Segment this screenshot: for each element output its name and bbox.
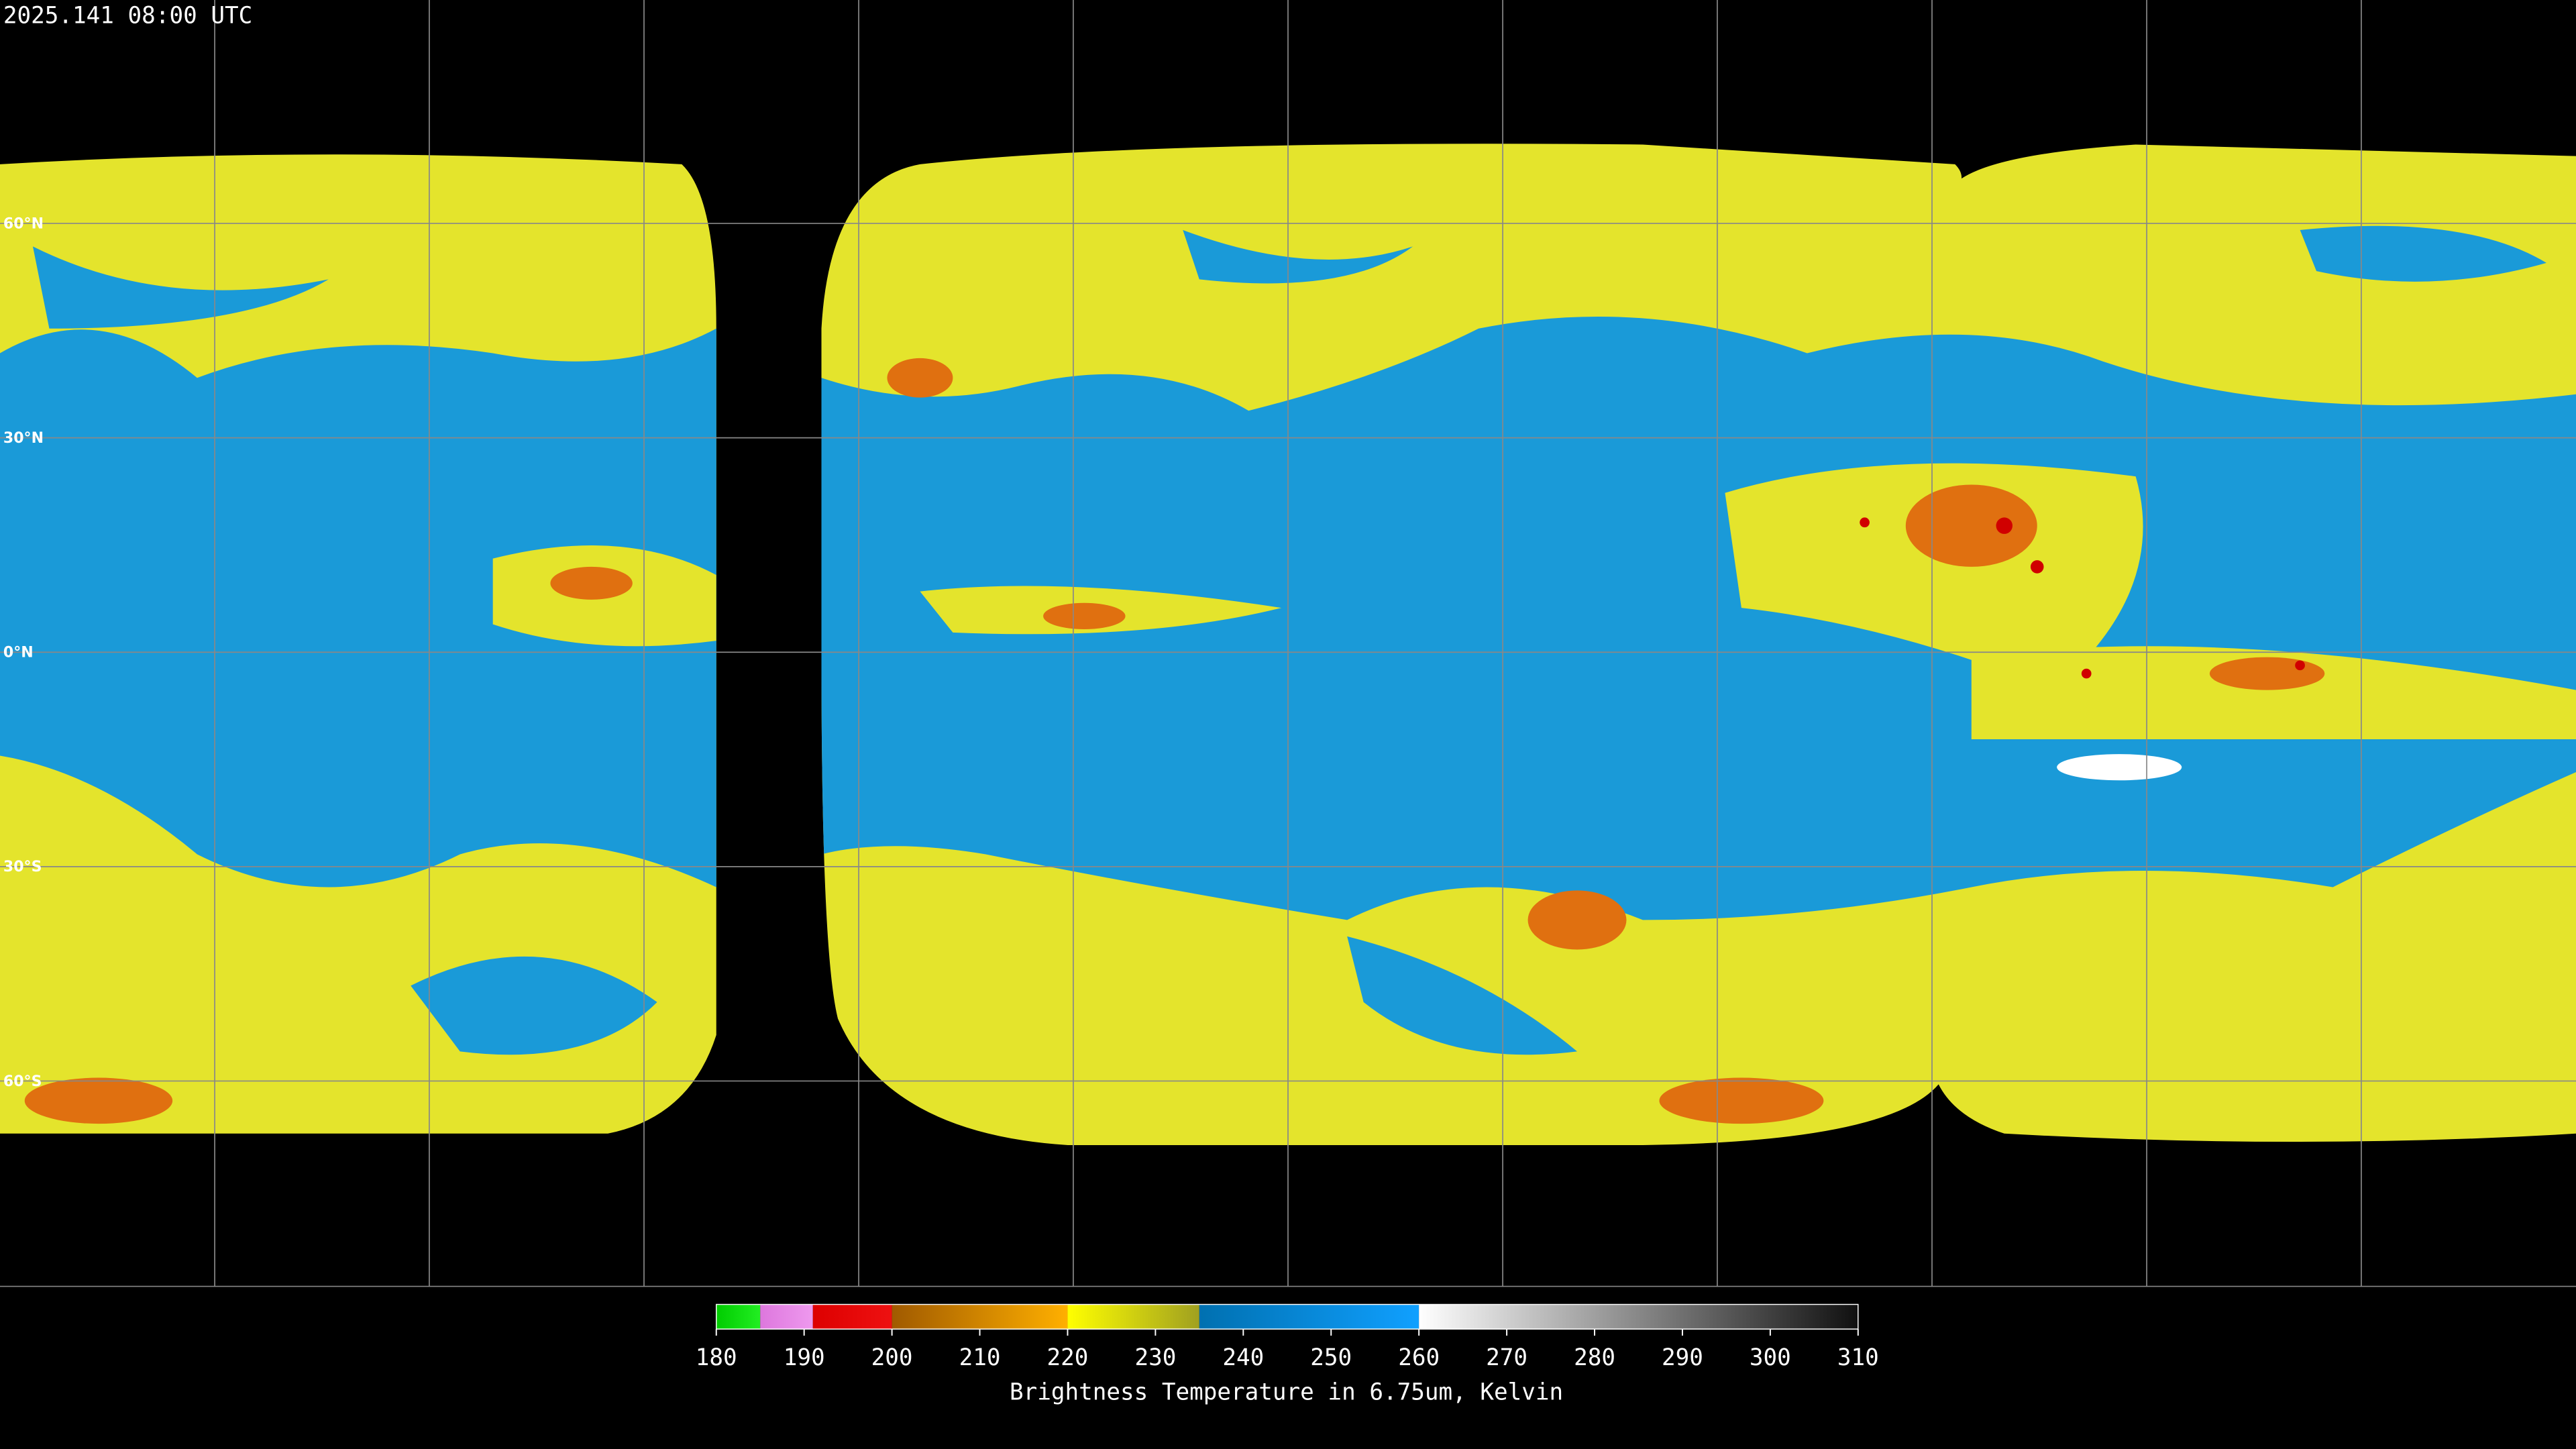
colorbar-tick-label: 190 (784, 1344, 825, 1371)
colorbar-tick-label: 300 (1750, 1344, 1791, 1371)
colorbar-tick-label: 210 (959, 1344, 1001, 1371)
longitude-grid (0, 0, 2576, 1287)
timestamp: 2025.141 08:00 UTC (3, 2, 252, 29)
colorbar: 180 190 200 210 220 230 240 250 260 270 280 290 300 3… (696, 1303, 1879, 1371)
latitude-label: 60°N (3, 215, 44, 232)
colorbar-segment (716, 1304, 761, 1330)
colorbar-tick-label: 250 (1310, 1344, 1352, 1371)
colorbar-frame (716, 1303, 1859, 1330)
colorbar-tick-label: 310 (1837, 1344, 1879, 1371)
colorbar-tick-label: 200 (871, 1344, 913, 1371)
colorbar-tick-label: 230 (1134, 1344, 1176, 1371)
colorbar-tick-label: 260 (1398, 1344, 1440, 1371)
colorbar-segment (1199, 1304, 1419, 1330)
latitude-label: 60°S (3, 1073, 42, 1090)
colorbar-title: Brightness Temperature in 6.75um, Kelvin (1010, 1379, 1563, 1406)
colorbar-tick-label: 280 (1574, 1344, 1615, 1371)
colorbar-segment (1067, 1304, 1199, 1330)
latitude-label: 30°S (3, 859, 42, 875)
colorbar-tick-label: 270 (1486, 1344, 1527, 1371)
latitude-label: 0°N (3, 645, 34, 661)
colorbar-tick-label: 290 (1662, 1344, 1703, 1371)
colorbar-tick-label: 220 (1047, 1344, 1089, 1371)
colorbar-segment (812, 1304, 892, 1330)
colorbar-tick-label: 240 (1222, 1344, 1264, 1371)
colorbar-tick-label: 180 (696, 1344, 737, 1371)
latitude-label: 30°N (3, 430, 44, 447)
colorbar-segment (1419, 1304, 1858, 1330)
latitude-grid: 60°N 30°N 0°N 30°S 60°S (0, 215, 2576, 1090)
colorbar-segment (760, 1304, 813, 1330)
colorbar-segment (892, 1304, 1068, 1330)
